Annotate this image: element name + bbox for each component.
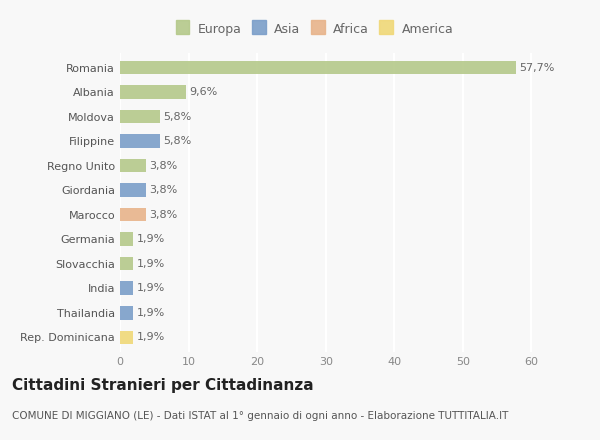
Text: 5,8%: 5,8% [163, 112, 191, 121]
Text: Cittadini Stranieri per Cittadinanza: Cittadini Stranieri per Cittadinanza [12, 378, 314, 393]
Text: 1,9%: 1,9% [136, 259, 165, 269]
Text: 3,8%: 3,8% [149, 185, 178, 195]
Bar [120, 134, 160, 148]
Bar [120, 85, 186, 99]
Bar [120, 330, 133, 344]
Bar [120, 232, 133, 246]
Bar [120, 306, 133, 319]
Text: COMUNE DI MIGGIANO (LE) - Dati ISTAT al 1° gennaio di ogni anno - Elaborazione T: COMUNE DI MIGGIANO (LE) - Dati ISTAT al … [12, 411, 508, 422]
Bar [120, 61, 515, 74]
Text: 3,8%: 3,8% [149, 210, 178, 220]
Text: 1,9%: 1,9% [136, 308, 165, 318]
Text: 57,7%: 57,7% [519, 62, 554, 73]
Text: 9,6%: 9,6% [189, 87, 218, 97]
Bar [120, 257, 133, 271]
Legend: Europa, Asia, Africa, America: Europa, Asia, Africa, America [176, 23, 453, 36]
Text: 3,8%: 3,8% [149, 161, 178, 171]
Text: 5,8%: 5,8% [163, 136, 191, 146]
Bar [120, 282, 133, 295]
Bar [120, 110, 160, 123]
Text: 1,9%: 1,9% [136, 283, 165, 293]
Text: 1,9%: 1,9% [136, 332, 165, 342]
Bar [120, 208, 146, 221]
Bar [120, 159, 146, 172]
Bar [120, 183, 146, 197]
Text: 1,9%: 1,9% [136, 234, 165, 244]
